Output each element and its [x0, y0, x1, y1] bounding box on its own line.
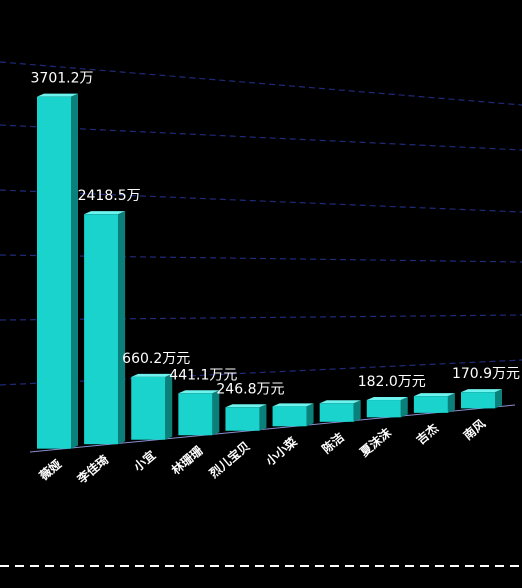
- value-label: 3701.2万: [31, 71, 94, 87]
- grid-line: [0, 359, 522, 386]
- value-label: 2418.5万: [78, 188, 141, 204]
- bar-side: [212, 390, 220, 436]
- bar-top: [272, 403, 314, 407]
- bar-side: [259, 404, 267, 431]
- bar-side: [400, 397, 408, 418]
- bar: [366, 400, 401, 418]
- grid-line: [0, 61, 522, 106]
- bar-top: [84, 211, 126, 215]
- x-tick-label: 陈洁: [319, 429, 347, 456]
- bar: [84, 214, 119, 445]
- bar-top: [461, 389, 502, 393]
- value-label: 182.0万元: [358, 374, 426, 390]
- x-tick-label: 烈儿宝贝: [206, 438, 252, 480]
- bar-side: [165, 373, 173, 440]
- bar: [413, 396, 448, 413]
- bar-top: [225, 404, 267, 408]
- bar-top: [131, 373, 173, 377]
- bar-side: [447, 393, 455, 413]
- x-tick-label: 夏沫沫: [357, 424, 395, 459]
- x-tick-label: 薇娅: [36, 456, 64, 483]
- grid-line: [0, 124, 522, 151]
- bar: [178, 393, 213, 436]
- x-tick-label: 小小菜: [263, 434, 300, 469]
- grid: [0, 61, 522, 386]
- bar-side: [353, 400, 361, 422]
- x-tick-label: 李佳琦: [73, 452, 111, 487]
- x-tick-label: 林珊珊: [168, 443, 205, 478]
- value-label: 660.2万元: [122, 351, 190, 367]
- x-tick-label: 吉杰: [413, 420, 441, 447]
- bar: [225, 407, 260, 431]
- bar: [461, 392, 495, 409]
- bar-top: [319, 400, 361, 404]
- grid-line: [0, 254, 522, 263]
- bar: [37, 96, 71, 449]
- bar-top: [413, 393, 455, 397]
- bar-side: [118, 211, 126, 445]
- bar: [319, 403, 354, 422]
- grid-line: [0, 189, 522, 213]
- bar-side: [495, 389, 502, 409]
- bar-top: [178, 390, 220, 394]
- grid-line: [0, 314, 522, 321]
- value-label: 170.9万元: [452, 366, 520, 382]
- bar-top: [366, 397, 408, 401]
- bar: [131, 376, 166, 440]
- bar-top: [37, 93, 78, 97]
- value-label: 441.1万元: [169, 367, 237, 383]
- x-tick-label: 南风: [460, 416, 488, 443]
- bar: [272, 406, 307, 427]
- bar-side: [71, 93, 78, 449]
- bar-side: [306, 403, 314, 427]
- x-tick-label: 小宜: [130, 447, 158, 474]
- value-label: 246.8万元: [216, 381, 284, 397]
